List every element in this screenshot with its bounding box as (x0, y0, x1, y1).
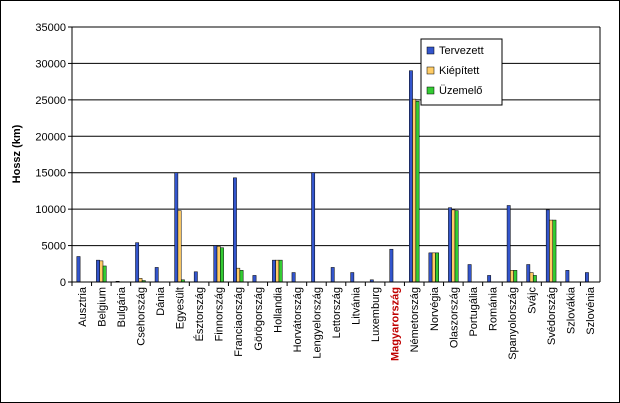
bar-Tervezett-Görögország (252, 275, 257, 283)
bar-Tervezett-Olaszország (448, 207, 452, 283)
x-category-label-11: Horvátország (292, 287, 304, 352)
bar-Üzemelő-Belgium (102, 265, 107, 283)
bar-Tervezett-Svájc (526, 264, 531, 283)
bar-Üzemelő-Finnország (220, 247, 224, 283)
bar-Tervezett-Horvátország (291, 272, 296, 283)
bar-Üzemelő-Svédország (552, 219, 557, 283)
x-category-label-17: Németország (409, 287, 421, 352)
x-category-label-9: Görögország (253, 287, 265, 351)
x-category-label-6: Észtország (193, 287, 206, 341)
bar-Üzemelő-Hollandia (278, 259, 283, 283)
legend-label-Kiépített: Kiépített (439, 65, 479, 77)
bar-Kiépített-Svédország (549, 219, 554, 283)
x-category-label-12: Lengyelország (311, 287, 323, 359)
x-category-label-7: Finnország (214, 287, 226, 341)
bar-Üzemelő-Norvégia (435, 252, 439, 283)
bar-Tervezett-Németország (409, 70, 413, 283)
x-category-label-21: Románia (487, 286, 499, 331)
x-category-label-2: Bulgária (116, 286, 128, 327)
x-category-label-8: Franciaország (233, 287, 245, 357)
legend-swatch-Üzemelő (426, 86, 435, 95)
y-axis-title: Hossz (km) (11, 124, 23, 183)
bar-Tervezett-Spanyolország (506, 205, 511, 283)
legend-label-Üzemelő: Üzemelő (439, 85, 482, 97)
x-category-label-23: Svájc (527, 287, 539, 314)
bar-Tervezett-Egyesült (174, 172, 179, 283)
bar-Tervezett-Csehország (135, 242, 140, 283)
y-tick-label-35000: 35000 (35, 22, 66, 34)
bar-Tervezett-Észtország (193, 271, 198, 283)
x-category-label-18: Norvégia (429, 286, 441, 331)
bar-Tervezett-Hollandia (272, 259, 276, 283)
x-category-label-24: Svédország (546, 287, 558, 345)
legend: Tervezett Kiépített Üzemelő (420, 38, 503, 106)
bar-Kiépített-Csehország (138, 278, 143, 283)
x-category-label-10: Hollandia (272, 286, 284, 333)
x-category-label-5: Egyesült (175, 287, 187, 329)
bar-Tervezett-Norvégia (428, 252, 433, 283)
y-tick-labels: 0 5000 10000 15000 20000 25000 30000 35000 (35, 22, 66, 289)
x-category-label-15: Luxemburg (370, 287, 382, 342)
bar-Kiépített-Egyesült (177, 210, 182, 283)
bar-Üzemelő-Svájc (532, 275, 537, 283)
y-tick-label-20000: 20000 (35, 131, 66, 143)
bar-Tervezett-Belgium (96, 259, 100, 283)
y-tick-label-0: 0 (60, 277, 66, 289)
bar-Kiépített-Norvégia (431, 252, 436, 283)
axes (71, 26, 601, 283)
bar-Kiépített-Finnország (216, 246, 221, 283)
bar-Tervezett-Románia (487, 275, 492, 283)
legend-swatch-Kiépített (426, 66, 435, 75)
bar-Tervezett-Dánia (154, 267, 159, 283)
legend-label-Tervezett: Tervezett (439, 45, 484, 57)
bar-Kiépített-Belgium (99, 260, 104, 283)
bar-Üzemelő-Olaszország (454, 210, 459, 283)
bar-Kiépített-Franciaország (236, 267, 241, 283)
bar-Tervezett-Lettország (330, 267, 335, 283)
bar-Üzemelő-Spanyolország (513, 270, 518, 283)
bar-Tervezett-Lengyelország (311, 172, 316, 283)
bar-Tervezett-Litvánia (350, 272, 355, 283)
bar-Kiépített-Hollandia (275, 259, 280, 283)
y-tick-label-5000: 5000 (42, 241, 66, 253)
x-category-label-22: Spanyolország (507, 287, 519, 360)
plot-area (72, 27, 600, 282)
y-tick-label-25000: 25000 (35, 95, 66, 107)
x-category-label-26: Szlovénia (585, 286, 597, 335)
legend-swatch-Tervezett (426, 46, 435, 55)
x-category-label-14: Litvánia (351, 286, 363, 325)
bar-Tervezett-Szlovénia (585, 272, 589, 283)
bar-Kiépített-Svájc (529, 272, 534, 283)
bar-Kiépített-Németország (412, 98, 417, 283)
x-category-labels: Ausztria Belgium Bulgária Csehország Dánia Eg… (77, 286, 597, 361)
y-tick-label-15000: 15000 (35, 168, 66, 180)
x-category-label-16: Magyarország (390, 287, 402, 361)
bar-Tervezett-Franciaország (233, 177, 237, 283)
x-category-label-20: Portugália (468, 286, 480, 336)
bar-Kiépített-Olaszország (451, 209, 456, 283)
bar-Tervezett-Svédország (545, 209, 550, 283)
bar-Kiépített-Spanyolország (510, 270, 514, 283)
bar-Tervezett-Magyarország (389, 248, 394, 283)
legend-box (420, 38, 503, 106)
bar-Üzemelő-Németország (415, 101, 420, 283)
bar-Tervezett-Finnország (213, 245, 218, 283)
y-tick-label-30000: 30000 (35, 58, 66, 70)
x-category-label-0: Ausztria (77, 286, 89, 327)
x-category-label-25: Szlovákia (566, 286, 578, 334)
x-category-label-1: Belgium (96, 287, 108, 327)
x-category-label-19: Olaszország (448, 287, 460, 348)
x-category-label-13: Lettország (331, 287, 343, 338)
bar-Üzemelő-Franciaország (239, 270, 244, 283)
bar-Tervezett-Ausztria (76, 256, 81, 283)
x-category-label-3: Csehország (135, 287, 147, 346)
bar-Tervezett-Portugália (467, 264, 472, 283)
y-tick-label-10000: 10000 (35, 204, 66, 216)
x-category-label-4: Dánia (155, 286, 167, 316)
plot-background (72, 27, 600, 282)
bar-Tervezett-Szlovákia (565, 270, 570, 283)
